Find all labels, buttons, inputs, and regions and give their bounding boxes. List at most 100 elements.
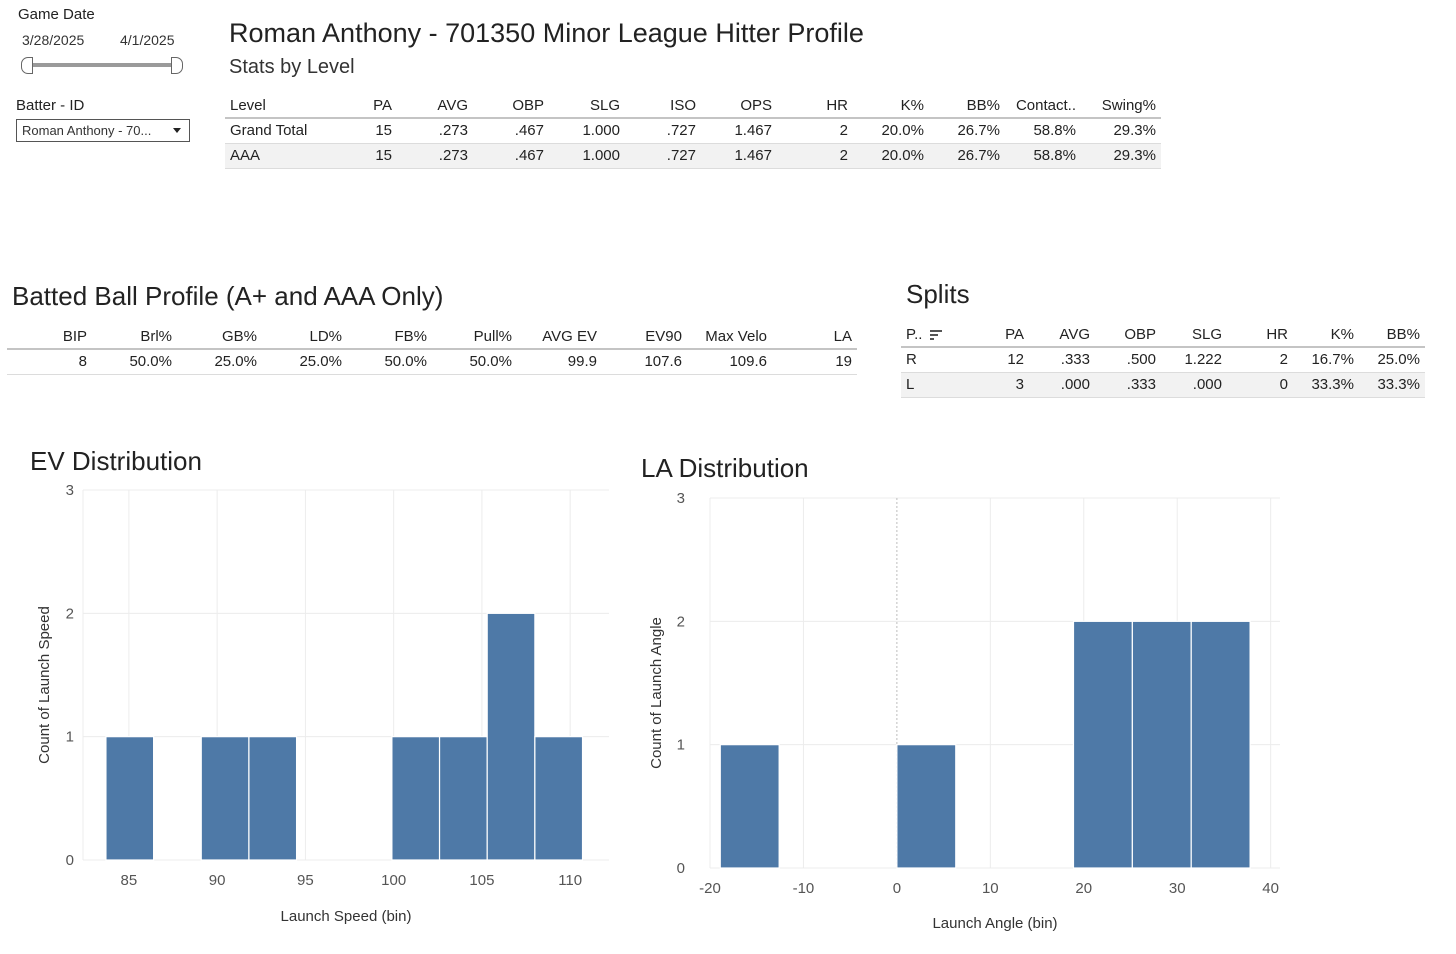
col-header: OBP — [1095, 323, 1161, 348]
x-tick-label: 110 — [558, 872, 582, 889]
table-cell: 1.000 — [549, 143, 625, 169]
col-header: Max Velo — [687, 325, 772, 350]
date-end: 4/1/2025 — [120, 32, 175, 48]
col-header: OPS — [701, 94, 777, 119]
histogram-bar[interactable] — [438, 736, 488, 861]
y-tick-label: 3 — [677, 490, 685, 507]
date-slider-end-handle[interactable] — [171, 57, 183, 74]
histogram-bar[interactable] — [534, 736, 584, 861]
table-cell: L — [901, 372, 969, 398]
table-cell: 3 — [969, 372, 1029, 398]
col-header: BB% — [1359, 323, 1425, 348]
histogram-bar[interactable] — [486, 612, 536, 861]
col-header: HR — [777, 94, 853, 119]
table-cell: 109.6 — [687, 349, 772, 375]
table-cell: 1.467 — [701, 143, 777, 169]
histogram-bar[interactable] — [391, 736, 441, 861]
y-axis-label: Count of Launch Speed — [36, 606, 53, 764]
table-cell: .727 — [625, 118, 701, 144]
x-tick-label: 85 — [121, 872, 138, 889]
col-header: LA — [772, 325, 857, 350]
table-cell: 33.3% — [1359, 372, 1425, 398]
y-tick-label: 1 — [677, 737, 685, 754]
table-cell: 33.3% — [1293, 372, 1359, 398]
table-cell: .333 — [1095, 372, 1161, 398]
histogram-bar[interactable] — [248, 736, 298, 861]
y-tick-label: 1 — [66, 729, 74, 746]
col-header: GB% — [177, 325, 262, 350]
game-date-label: Game Date — [18, 6, 95, 23]
histogram-bar[interactable] — [200, 736, 250, 861]
chevron-down-icon — [173, 128, 181, 133]
table-cell: 1.000 — [549, 118, 625, 144]
table-cell: .500 — [1095, 347, 1161, 373]
date-slider-track[interactable] — [26, 63, 178, 67]
table-cell: 0 — [1227, 372, 1293, 398]
table-cell: .727 — [625, 143, 701, 169]
table-cell: R — [901, 347, 969, 373]
x-tick-label: 90 — [209, 872, 226, 889]
col-header-pitcher-hand[interactable]: P.. — [901, 323, 969, 348]
table-cell: 8 — [7, 349, 92, 375]
table-cell: 50.0% — [92, 349, 177, 375]
col-header: BIP — [7, 325, 92, 350]
table-cell: Grand Total — [225, 118, 337, 144]
col-header: AVG — [397, 94, 473, 119]
x-tick-label: 0 — [893, 880, 901, 897]
x-axis-label: Launch Speed (bin) — [281, 908, 412, 925]
histogram-bar[interactable] — [896, 744, 957, 869]
table-row: 8 50.0% 25.0% 25.0% 50.0% 50.0% 99.9 107… — [7, 349, 857, 375]
date-start: 3/28/2025 — [22, 32, 85, 48]
table-cell: 26.7% — [929, 118, 1005, 144]
x-tick-label: 100 — [381, 872, 406, 889]
table-cell: 25.0% — [262, 349, 347, 375]
table-cell: AAA — [225, 143, 337, 169]
histogram-bar[interactable] — [105, 736, 155, 861]
col-header: AVG — [1029, 323, 1095, 348]
ev-distribution-chart: 0 1 2 3 85 90 95 100 105 110 Launch Speed (bin) Cou… — [36, 482, 609, 925]
table-cell: .467 — [473, 143, 549, 169]
table-cell: 58.8% — [1005, 143, 1081, 169]
sort-icon[interactable] — [929, 329, 943, 341]
table-header-row: Level PA AVG OBP SLG ISO OPS HR K% BB% C… — [225, 94, 1161, 119]
x-tick-label: 95 — [297, 872, 314, 889]
batter-select[interactable]: Roman Anthony - 70... — [16, 119, 190, 142]
col-header: BB% — [929, 94, 1005, 119]
table-cell: 2 — [777, 118, 853, 144]
col-header: K% — [1293, 323, 1359, 348]
table-cell: 1.222 — [1161, 347, 1227, 373]
x-axis-label: Launch Angle (bin) — [932, 915, 1057, 932]
col-header: Pull% — [432, 325, 517, 350]
table-cell: 20.0% — [853, 118, 929, 144]
x-tick-label: -20 — [699, 880, 721, 897]
histogram-bar[interactable] — [1131, 620, 1192, 869]
table-row: L 3 .000 .333 .000 0 33.3% 33.3% — [901, 372, 1425, 398]
batter-id-label: Batter - ID — [16, 97, 85, 114]
y-tick-label: 3 — [66, 482, 74, 499]
table-cell: 50.0% — [347, 349, 432, 375]
col-header: AVG EV — [517, 325, 602, 350]
table-cell: 25.0% — [177, 349, 262, 375]
date-slider-start-handle[interactable] — [21, 57, 33, 74]
table-cell: 107.6 — [602, 349, 687, 375]
table-cell: 50.0% — [432, 349, 517, 375]
col-header: SLG — [1161, 323, 1227, 348]
histogram-bar[interactable] — [1190, 620, 1251, 869]
col-header: K% — [853, 94, 929, 119]
batted-ball-title: Batted Ball Profile (A+ and AAA Only) — [12, 281, 444, 311]
histogram-bar[interactable] — [1072, 620, 1133, 869]
table-cell: .000 — [1161, 372, 1227, 398]
y-tick-label: 0 — [677, 860, 685, 877]
table-cell: 25.0% — [1359, 347, 1425, 373]
col-header: LD% — [262, 325, 347, 350]
batter-select-value: Roman Anthony - 70... — [22, 123, 152, 138]
histogram-bar[interactable] — [719, 744, 780, 869]
level-stats-table: Level PA AVG OBP SLG ISO OPS HR K% BB% C… — [225, 94, 1161, 169]
col-header[interactable]: Contact.. — [1005, 94, 1081, 119]
col-header: HR — [1227, 323, 1293, 348]
table-cell: 58.8% — [1005, 118, 1081, 144]
splits-title: Splits — [906, 279, 970, 309]
table-cell: .333 — [1029, 347, 1095, 373]
table-cell: 29.3% — [1081, 118, 1161, 144]
la-chart-title: LA Distribution — [641, 453, 809, 483]
